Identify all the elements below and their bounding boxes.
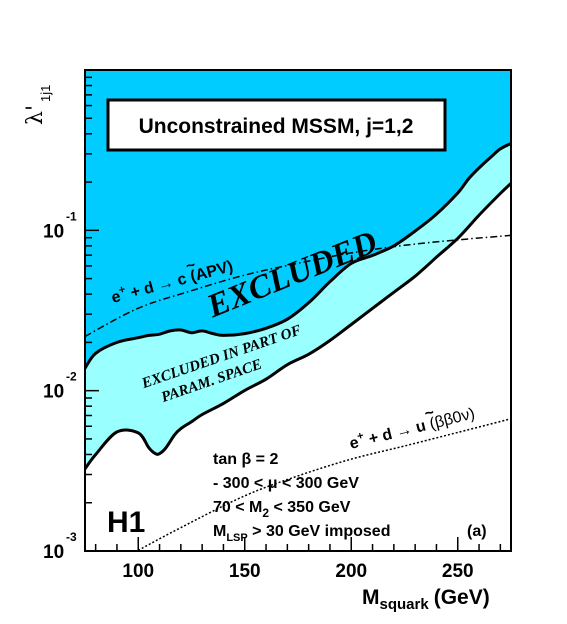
x-tick-label: 200 <box>335 561 367 582</box>
param-m2-sub: 2 <box>262 506 269 520</box>
x-axis-title-main: M <box>362 586 380 609</box>
param-mu: - 300 < μ < 300 GeV <box>213 475 359 492</box>
y-tick-exponent: -1 <box>66 209 77 223</box>
apv-prefix: e <box>110 288 123 307</box>
x-tick-label: 150 <box>229 561 261 582</box>
apv-limit-line <box>85 234 511 338</box>
bb-prefix: e <box>348 434 361 453</box>
excluded-boundary-line <box>85 142 511 370</box>
bb-particle: u <box>414 418 428 437</box>
param-m2-b: < 350 GeV <box>269 499 351 516</box>
param-mlsp-a: M <box>213 523 226 540</box>
x-tick-label: 250 <box>442 561 474 582</box>
y-axis-title-sub: 1j1 <box>38 85 53 102</box>
param-tan-beta: tan β = 2 <box>213 451 278 468</box>
y-axis-title-main: λ' <box>23 105 48 125</box>
param-mlsp: MLSP > 30 GeV imposed <box>213 523 390 544</box>
partial-boundary-line <box>85 182 511 470</box>
x-axis-title-unit: (GeV) <box>434 586 490 609</box>
panel-label: (a) <box>467 523 487 540</box>
plot-frame <box>84 69 512 552</box>
param-mlsp-b: > 30 GeV imposed <box>248 523 391 540</box>
y-tick-label: 10 <box>43 221 64 242</box>
bb-tilde: ~ <box>423 404 436 423</box>
param-mlsp-sub: LSP <box>226 532 247 544</box>
x-axis-title-sub: squark <box>380 596 430 613</box>
apv-particle: c <box>176 270 189 289</box>
svg-text:λ'1j1: λ' 1j1 <box>23 85 53 125</box>
x-tick-label: 100 <box>122 561 154 582</box>
y-axis-ticks: 10-110-210-3 <box>43 76 99 563</box>
chart-title: Unconstrained MSSM, j=1,2 <box>139 115 414 138</box>
y-tick-label: 10 <box>43 382 64 403</box>
x-axis-title: Msquark (GeV) <box>362 586 490 613</box>
title-box <box>106 98 447 152</box>
apv-sup: + <box>117 284 126 297</box>
bb-sup: + <box>356 430 365 443</box>
y-tick-exponent: -3 <box>66 530 77 544</box>
x-axis-ticks: 100 150 200 250 <box>94 537 502 582</box>
y-axis-title: λ' 1j1 <box>23 85 53 125</box>
y-tick-label: 10 <box>43 542 64 563</box>
apv-tilde: ~ <box>184 257 197 276</box>
experiment-label: H1 <box>107 506 145 539</box>
param-m2: 70 < M2 < 350 GeV <box>213 499 351 520</box>
apv-annotation: e+ + d → c (APV) ~ <box>110 257 235 307</box>
param-m2-a: 70 < M <box>213 499 262 516</box>
y-tick-exponent: -2 <box>66 370 77 384</box>
double-beta-limit-line <box>137 418 511 551</box>
